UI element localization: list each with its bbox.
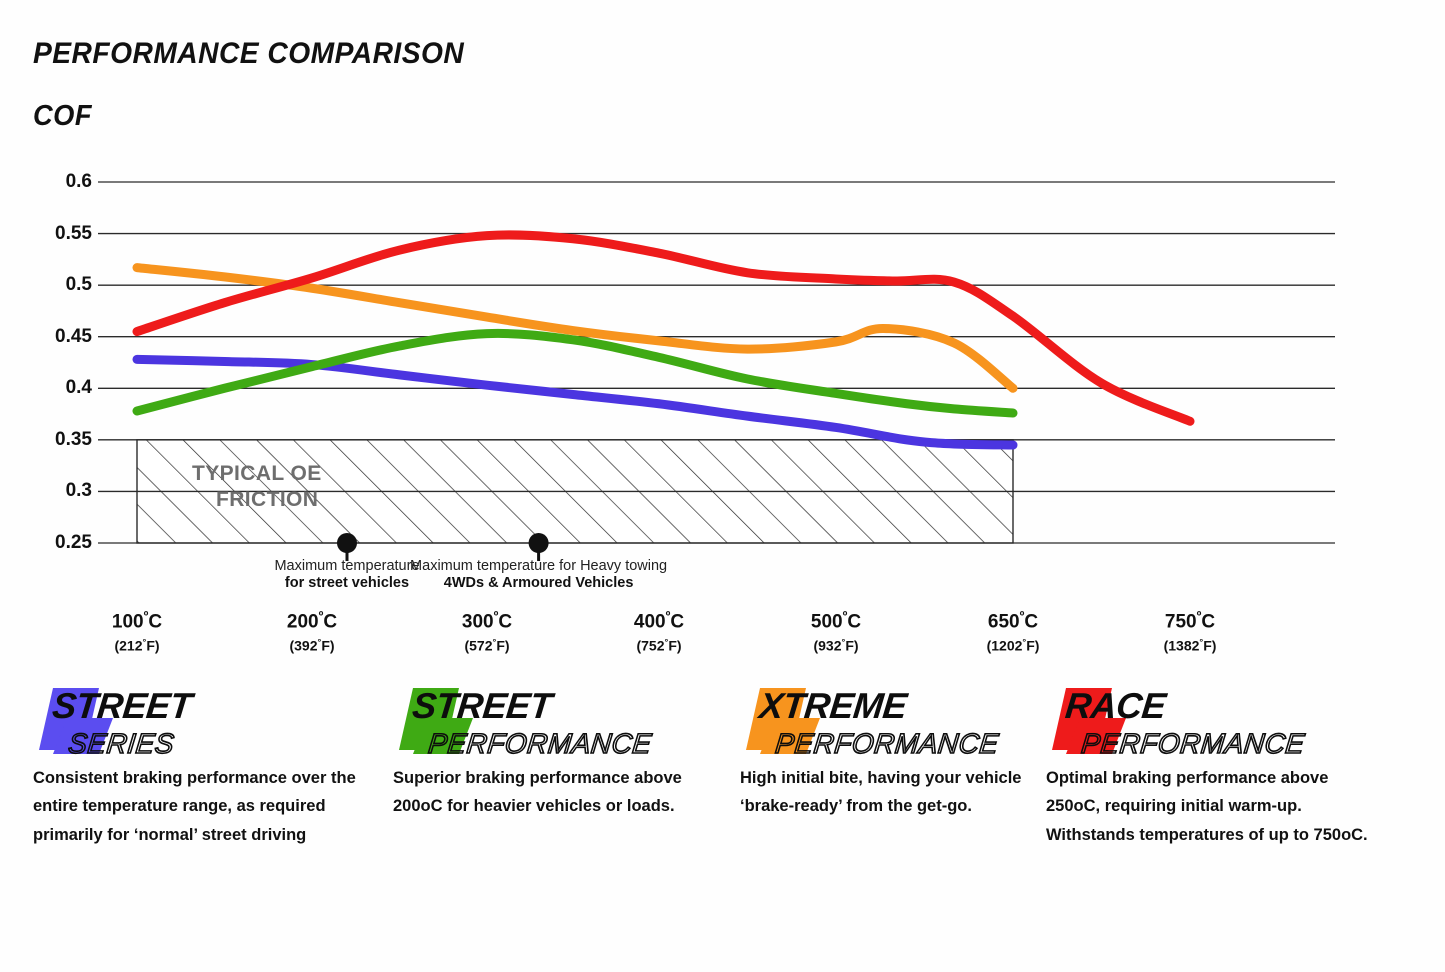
- logo-word-top: RACE: [1063, 685, 1169, 726]
- x-tick-fahrenheit: (1202°F): [986, 637, 1040, 654]
- y-tick-label: 0.6: [65, 171, 92, 192]
- annotation-line-2: for street vehicles: [284, 575, 410, 591]
- typical-oe-friction-line1: TYPICAL OE: [192, 462, 322, 485]
- max-temp-heavy-towing: Maximum temperature for Heavy towing 4WDs…: [410, 558, 667, 591]
- y-tick-label: 0.55: [55, 222, 92, 244]
- x-tick-200: 200ºC (392°F): [242, 608, 382, 654]
- x-tick-fahrenheit: (752°F): [636, 637, 682, 654]
- y-tick-label: 0.5: [65, 274, 92, 296]
- x-tick-celsius: 200ºC: [286, 608, 338, 633]
- x-tick-fahrenheit: (392°F): [289, 637, 335, 654]
- logo-word-bottom: PERFORMANCE: [427, 728, 653, 759]
- logo-accent-shape-lower: [760, 718, 820, 754]
- product-legend: STREET SERIES Consistent braking performan…: [0, 682, 1445, 972]
- logo-accent-shape-lower: [53, 718, 113, 754]
- annotation-dot-1: [528, 533, 549, 553]
- logo-accent-shape-lower: [1066, 718, 1126, 754]
- product-logo-3: RACE PERFORMANCE: [1046, 682, 1376, 760]
- x-tick-400: 400ºC (752°F): [589, 608, 729, 654]
- x-tick-celsius: 300ºC: [461, 608, 513, 633]
- y-tick-label: 0.35: [55, 428, 92, 450]
- annotation-line-1: Maximum temperature: [274, 558, 420, 574]
- y-tick-label: 0.25: [55, 532, 92, 553]
- x-tick-fahrenheit: (572°F): [464, 637, 510, 654]
- x-tick-celsius: 100ºC: [111, 608, 163, 633]
- x-tick-750: 750ºC (1382°F): [1120, 608, 1260, 654]
- annotation-line-1: Maximum temperature for Heavy towing: [410, 558, 668, 574]
- product-logo-2: XTREME PERFORMANCE: [740, 682, 1030, 760]
- y-axis-title: COF: [33, 100, 92, 132]
- logo-accent-shape-lower: [413, 718, 473, 754]
- product-logo-0: STREET SERIES: [33, 682, 378, 760]
- x-tick-celsius: 500ºC: [810, 608, 862, 633]
- y-tick-label: 0.3: [65, 480, 92, 502]
- product-description-3: Optimal braking performance above 250oC,…: [1046, 769, 1368, 844]
- x-tick-fahrenheit: (1382°F): [1163, 637, 1217, 654]
- page-title: PERFORMANCE COMPARISON: [33, 37, 465, 70]
- y-tick-label: 0.4: [65, 377, 92, 399]
- product-description-0: Consistent braking performance over the …: [33, 769, 356, 844]
- series-line-1: [132, 328, 1018, 418]
- x-tick-300: 300ºC (572°F): [417, 608, 557, 654]
- logo-word-top: XTREME: [755, 685, 910, 726]
- logo-word-top: STREET: [410, 685, 557, 726]
- chart-plot-area: [98, 181, 1335, 561]
- x-tick-fahrenheit: (212°F): [114, 637, 160, 654]
- logo-word-top: STREET: [50, 685, 197, 726]
- annotation-line-2: 4WDs & Armoured Vehicles: [443, 575, 634, 591]
- logo-word-bottom: PERFORMANCE: [774, 728, 1000, 759]
- x-tick-celsius: 750ºC: [1164, 608, 1216, 633]
- y-tick-label: 0.45: [55, 325, 92, 347]
- logo-word-bottom: PERFORMANCE: [1080, 728, 1306, 759]
- product-card-3[interactable]: RACE PERFORMANCE Optimal braking performan…: [1046, 682, 1376, 849]
- series-line-3: [132, 230, 1195, 426]
- series-line-0: [132, 354, 1018, 450]
- annotation-dot-0: [337, 533, 357, 553]
- x-tick-100: 100ºC (212°F): [67, 608, 207, 654]
- product-card-2[interactable]: XTREME PERFORMANCE High initial bite, havi…: [740, 682, 1030, 821]
- product-description-1: Superior braking performance above 200oC…: [393, 769, 682, 816]
- x-tick-celsius: 650ºC: [987, 608, 1039, 633]
- logo-word-bottom: SERIES: [67, 728, 176, 759]
- x-tick-fahrenheit: (932°F): [813, 637, 859, 654]
- x-tick-500: 500ºC (932°F): [766, 608, 906, 654]
- typical-oe-friction-line2: FRICTION: [216, 488, 319, 511]
- product-card-1[interactable]: STREET PERFORMANCE Superior braking perfor…: [393, 682, 728, 821]
- x-tick-celsius: 400ºC: [633, 608, 685, 633]
- product-logo-1: STREET PERFORMANCE: [393, 682, 728, 760]
- product-card-0[interactable]: STREET SERIES Consistent braking performan…: [33, 682, 378, 849]
- x-tick-650: 650ºC (1202°F): [943, 608, 1083, 654]
- performance-comparison-chart: 0.6 0.55 0.5 0.45 0.4 0.35 0.3 0.25 100ºC (212°F…: [55, 171, 1335, 654]
- product-description-2: High initial bite, having your vehicle ‘…: [740, 769, 1022, 816]
- max-temp-street-vehicles: Maximum temperature for street vehicles: [274, 558, 419, 591]
